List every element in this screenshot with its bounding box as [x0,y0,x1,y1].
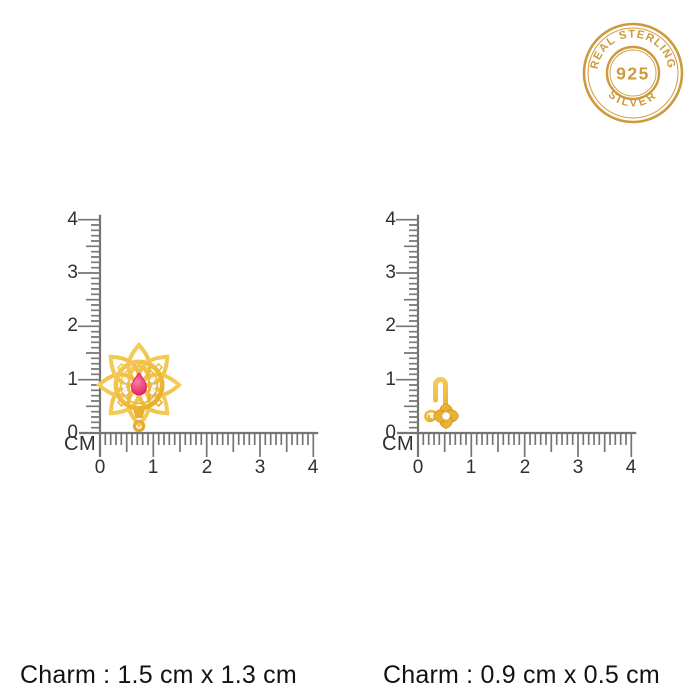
badge-925-text: 925 [616,64,650,84]
lotus-charm-image [97,343,181,433]
inner-arch [127,363,151,399]
left-ruler-y-label-2: 2 [67,315,78,336]
left-ruler-x-label-0: 0 [94,457,106,478]
right-ruler-y-label-3: 3 [385,262,396,283]
left-ruler-y-label-4: 4 [67,209,78,230]
left-ruler-y-label-1: 1 [67,369,78,390]
left-ruler-ticks [78,218,315,457]
right-ruler-y-label-1: 1 [385,369,396,390]
right-ruler-y-label-4: 4 [385,209,396,230]
white-accent-stones [121,378,157,395]
right-ruler-x-label-2: 2 [519,457,531,478]
left-ruler-y-label-3: 3 [67,262,78,283]
left-ruler-x-label-4: 4 [307,457,319,478]
left-ruler-x-label-2: 2 [201,457,213,478]
charm-loop [132,419,146,433]
left-ruler-y-label-0: 0 [67,422,78,443]
left-charm-dimensions-caption: Charm : 1.5 cm x 1.3 cm [20,661,297,689]
sterling-silver-925-badge: REAL STERLING SILVER 925 [582,22,684,124]
right-ruler-y-label-2: 2 [385,315,396,336]
right-charm-dimensions-caption: Charm : 0.9 cm x 0.5 cm [383,661,660,689]
right-ruler-unit-label: CM [382,433,415,455]
charm-hook [433,377,448,407]
hook-flower-charm-image [424,377,459,429]
svg-text:SILVER: SILVER [606,89,661,110]
stone-sparkle [444,414,446,416]
right-ruler-x-label-4: 4 [625,457,637,478]
pink-pear-stone [131,372,147,396]
right-ruler-ticks [396,218,633,457]
left-ruler-x-label-3: 3 [254,457,266,478]
right-ruler-x-label-1: 1 [465,457,477,478]
badge-inner-ring [605,45,661,101]
right-ruler-y-label-0: 0 [385,422,396,443]
lotus-petals [97,343,181,433]
charm-curl [424,409,439,423]
left-ruler-x-label-1: 1 [147,457,159,478]
right-ruler-x-label-0: 0 [412,457,424,478]
right-ruler-x-label-3: 3 [572,457,584,478]
white-center-stone [441,412,450,421]
badge-bottom-text: SILVER [606,89,658,110]
charm-base [132,406,146,418]
badge-outer-ring [582,22,684,124]
left-ruler-unit-label: CM [64,433,97,455]
